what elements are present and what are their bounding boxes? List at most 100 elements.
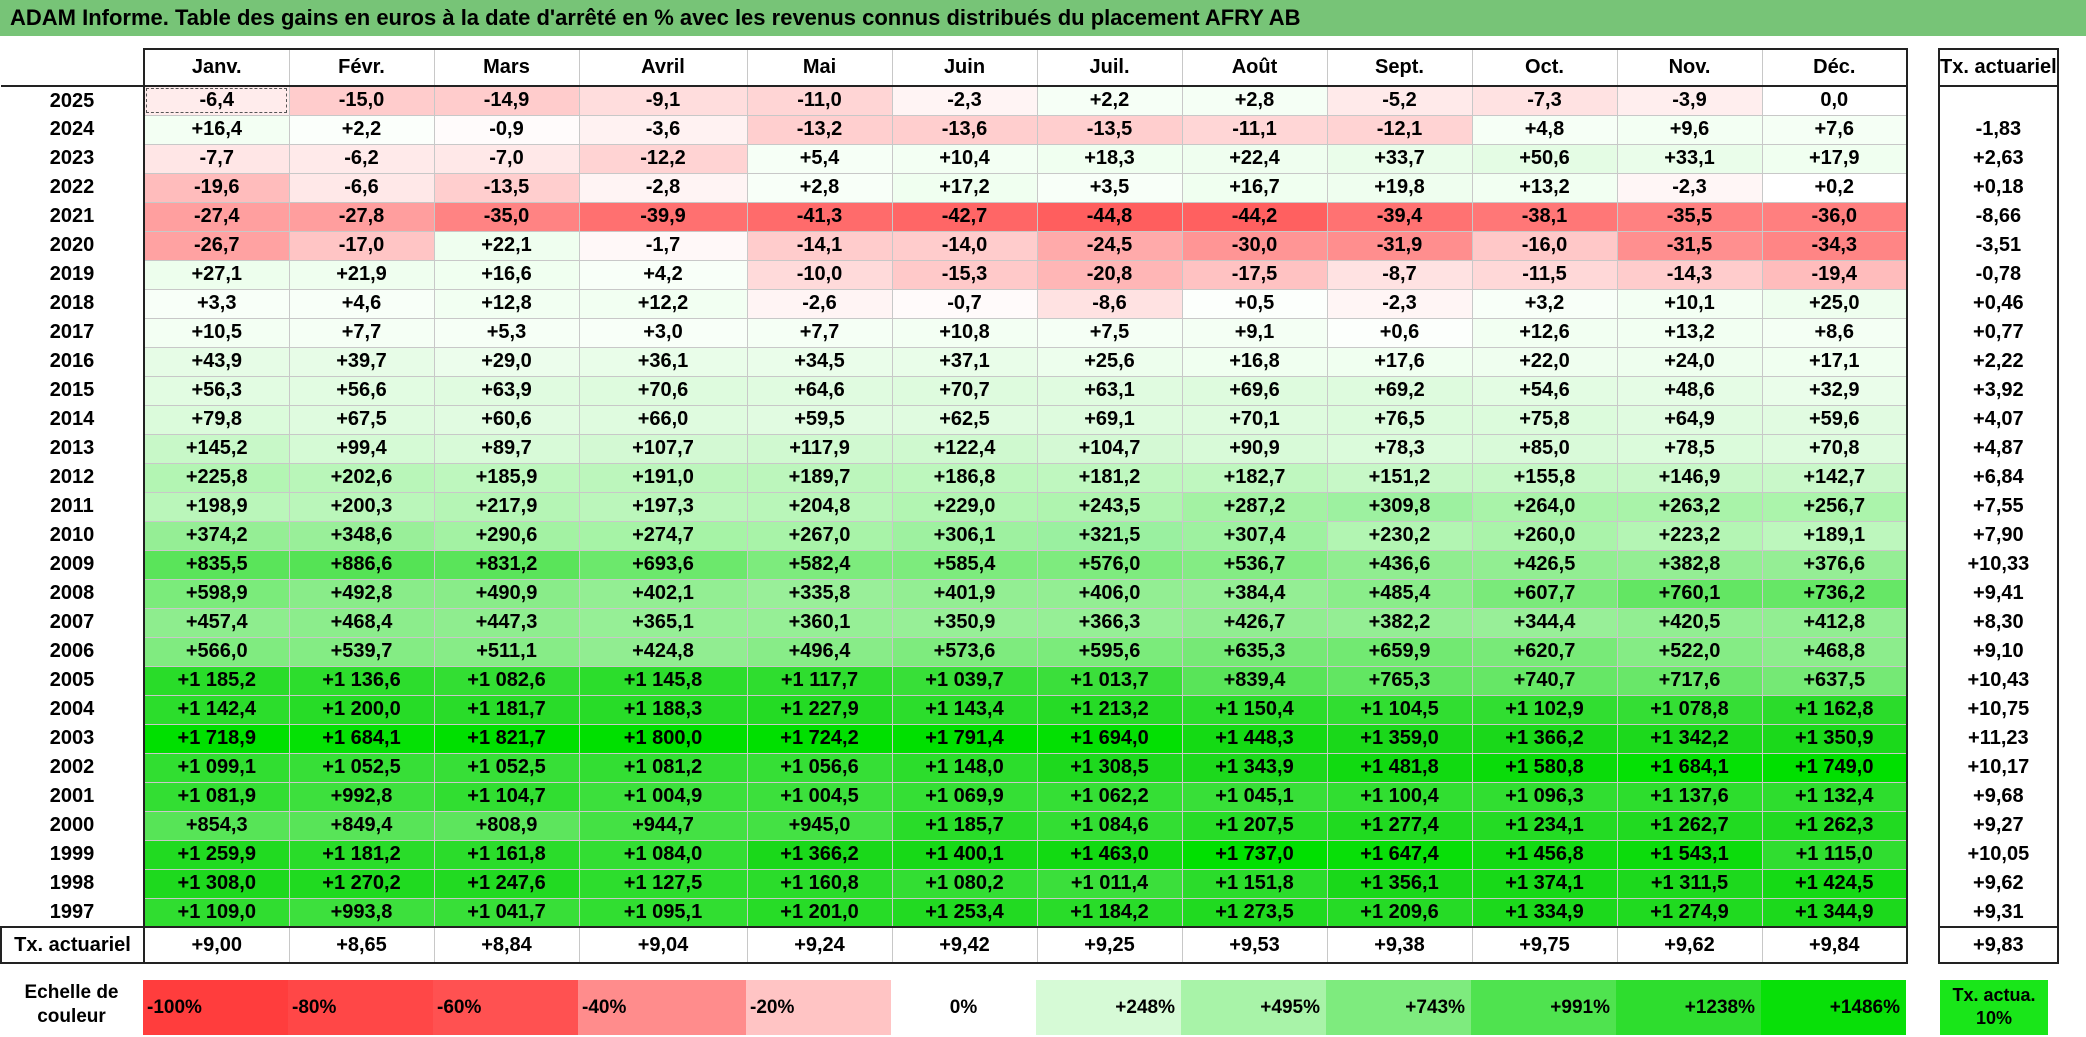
value-cell: -13,5 (433, 172, 580, 203)
value-cell: +99,4 (288, 433, 435, 464)
value-cell: +70,1 (1181, 404, 1328, 435)
table-row: 2025 -6,4 -15,0 -14,9 -9,1 -11,0 -2,3 +2,2 +2,8-… (1, 85, 2059, 116)
value-cell: +274,7 (578, 520, 748, 551)
value-cell: +0,6 (1326, 317, 1473, 348)
value-cell: -27,4 (143, 201, 290, 232)
value-cell: +256,7 (1761, 491, 1908, 522)
actuarial-cell: +4,07 (1938, 405, 2059, 434)
value-cell: +50,6 (1471, 143, 1618, 174)
value-cell: +854,3 (143, 810, 290, 841)
value-cell: +2,2 (1036, 85, 1183, 116)
value-cell: +539,7 (288, 636, 435, 667)
value-cell: -11,0 (746, 85, 893, 116)
value-cell: +62,5 (891, 404, 1038, 435)
value-cell: +406,0 (1036, 578, 1183, 609)
value-cell: -7,7 (143, 143, 290, 174)
actuarial-cell: +2,63 (1938, 144, 2059, 173)
value-cell: +33,1 (1616, 143, 1763, 174)
spacer (1907, 869, 1939, 898)
value-cell: +620,7 (1471, 636, 1618, 667)
spacer (1907, 376, 1939, 405)
footer-cell: +9,38 (1326, 926, 1473, 964)
footer-overall: +9,83 (1938, 926, 2059, 964)
value-cell: -11,5 (1471, 259, 1618, 290)
year-cell: 2021 (49, 205, 95, 227)
value-cell: +1 162,8 (1761, 694, 1908, 725)
value-cell: +2,8 (1181, 85, 1328, 116)
value-cell: +736,2 (1761, 578, 1908, 609)
value-cell: +2,8 (746, 172, 893, 203)
value-cell: -13,6 (891, 114, 1038, 145)
value-cell: +1 148,0 (891, 752, 1038, 783)
value-cell: -34,3 (1761, 230, 1908, 261)
value-cell: +1 694,0 (1036, 723, 1183, 754)
spacer (1907, 492, 1939, 521)
value-cell: +146,9 (1616, 462, 1763, 493)
value-cell: +993,8 (288, 897, 435, 928)
value-cell: +189,7 (746, 462, 893, 493)
value-cell: +740,7 (1471, 665, 1618, 696)
value-cell: +3,3 (143, 288, 290, 319)
footer-cell: +8,84 (433, 926, 580, 964)
value-cell: +307,4 (1181, 520, 1328, 551)
value-cell: -14,3 (1616, 259, 1763, 290)
value-cell: +382,8 (1616, 549, 1763, 580)
value-cell: -16,0 (1471, 230, 1618, 261)
value-cell: +693,6 (578, 549, 748, 580)
table-row: 2020 -26,7 -17,0 +22,1 -1,7 -14,1 -14,0 -24,5 -3… (1, 230, 2059, 261)
spacer (1907, 318, 1939, 347)
value-cell: +1 209,6 (1326, 897, 1473, 928)
value-cell: +1 543,1 (1616, 839, 1763, 870)
value-cell: +10,4 (891, 143, 1038, 174)
value-cell: +1 821,7 (433, 723, 580, 754)
value-cell: -5,2 (1326, 85, 1473, 116)
actuarial-cell: +9,10 (1938, 637, 2059, 666)
value-cell: +69,2 (1326, 375, 1473, 406)
value-cell: +808,9 (433, 810, 580, 841)
actuarial-cell: +9,41 (1938, 579, 2059, 608)
value-cell: +492,8 (288, 578, 435, 609)
table-row: 2016 +43,9 +39,7 +29,0 +36,1 +34,5 +37,1 +25,6 +… (1, 346, 2059, 377)
year-cell: 2020 (49, 234, 95, 256)
table-row: 2003 +1 718,9 +1 684,1 +1 821,7 +1 800,0 +1 7… (1, 723, 2059, 754)
spacer (1907, 434, 1939, 463)
value-cell: +90,9 (1181, 433, 1328, 464)
actuarial-cell: +10,17 (1938, 753, 2059, 782)
footer-cell: +9,75 (1471, 926, 1618, 964)
value-cell: +348,6 (288, 520, 435, 551)
year-cell: 2011 (50, 495, 94, 517)
value-cell: +21,9 (288, 259, 435, 290)
value-cell: +382,2 (1326, 607, 1473, 638)
value-cell: +1 069,9 (891, 781, 1038, 812)
value-cell: -14,9 (433, 85, 580, 116)
actuarial-cell: +9,27 (1938, 811, 2059, 840)
value-cell: +468,4 (288, 607, 435, 638)
value-cell: +1 311,5 (1616, 868, 1763, 899)
value-cell: -42,7 (891, 201, 1038, 232)
value-cell: +384,4 (1181, 578, 1328, 609)
value-cell: +25,6 (1036, 346, 1183, 377)
actuarial-cell: -0,78 (1938, 260, 2059, 289)
year-cell: 2004 (49, 698, 95, 720)
value-cell: +1 334,9 (1471, 897, 1618, 928)
spacer (1907, 840, 1939, 869)
value-cell: +1 800,0 (578, 723, 748, 754)
value-cell: +1 052,5 (433, 752, 580, 783)
value-cell: +765,3 (1326, 665, 1473, 696)
value-cell: +522,0 (1616, 636, 1763, 667)
spacer (1907, 405, 1939, 434)
value-cell: +1 463,0 (1036, 839, 1183, 870)
value-cell: +12,8 (433, 288, 580, 319)
value-cell: +566,0 (143, 636, 290, 667)
value-cell: +3,5 (1036, 172, 1183, 203)
spacer (1907, 231, 1939, 260)
value-cell: +67,5 (288, 404, 435, 435)
value-cell: +1 109,0 (143, 897, 290, 928)
value-cell: +582,4 (746, 549, 893, 580)
value-cell: +1 343,9 (1181, 752, 1328, 783)
value-cell: +70,6 (578, 375, 748, 406)
value-cell: +717,6 (1616, 665, 1763, 696)
spacer (1907, 608, 1939, 637)
value-cell: +1 274,9 (1616, 897, 1763, 928)
month-header: Janv. (143, 48, 290, 87)
